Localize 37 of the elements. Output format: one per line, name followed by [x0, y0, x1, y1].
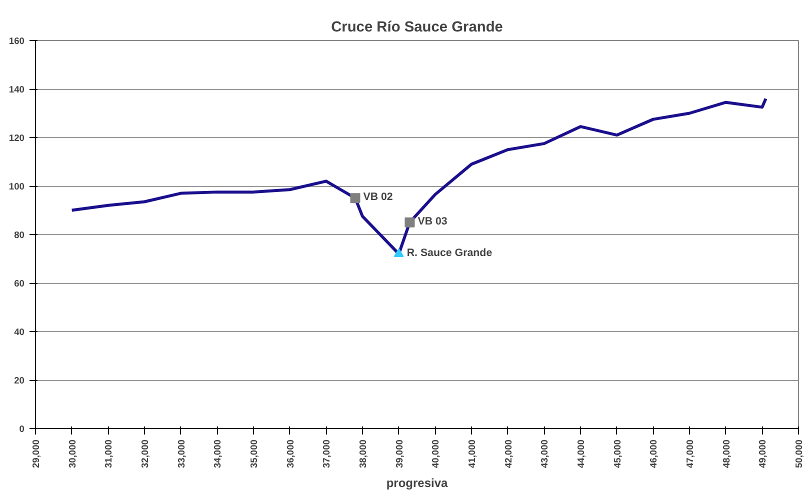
x-tick-label: 38,000 — [358, 440, 368, 468]
x-tick-label: 36,000 — [285, 440, 296, 468]
y-tick-label: 0 — [19, 424, 25, 434]
y-tick-label: 160 — [8, 36, 25, 46]
x-tick-label: 41,000 — [467, 440, 477, 468]
x-tick-label: 44,000 — [576, 440, 586, 468]
x-axis-title: progresiva — [386, 476, 448, 490]
y-tick-label: 60 — [14, 278, 25, 288]
y-tick-label: 80 — [14, 230, 25, 240]
y-tick-label: 140 — [8, 84, 25, 94]
x-tick-label: 43,000 — [540, 440, 550, 468]
x-tick-label: 46,000 — [648, 440, 659, 468]
x-tick-label: 39,000 — [394, 440, 404, 468]
chart-title: Cruce Río Sauce Grande — [331, 20, 503, 36]
x-tick-label: 32,000 — [140, 440, 150, 468]
series-label: VB 02 — [363, 191, 393, 204]
x-tick-label: 30,000 — [67, 440, 78, 468]
x-tick-label: 31,000 — [104, 440, 114, 468]
x-tick-label: 33,000 — [176, 440, 186, 468]
x-tick-label: 35,000 — [249, 440, 259, 468]
y-tick-label: 40 — [14, 327, 25, 337]
x-tick-label: 29,000 — [31, 440, 41, 468]
x-tick-label: 45,000 — [612, 440, 622, 468]
x-tick-label: 37,000 — [322, 440, 332, 468]
x-tick-label: 34,000 — [212, 440, 223, 468]
series-label: VB 03 — [418, 215, 448, 228]
x-tick-label: 49,000 — [758, 440, 768, 468]
series-label: R. Sauce Grande — [406, 246, 492, 259]
y-tick-label: 20 — [14, 376, 25, 386]
x-tick-label: 40,000 — [430, 440, 441, 468]
x-tick-label: 48,000 — [721, 440, 732, 468]
x-tick-label: 50,000 — [794, 440, 804, 468]
x-tick-label: 47,000 — [685, 440, 695, 468]
x-tick-label: 42,000 — [503, 440, 514, 468]
y-tick-label: 100 — [8, 182, 25, 192]
y-tick-label: 120 — [8, 133, 25, 143]
line-series — [70, 97, 768, 256]
